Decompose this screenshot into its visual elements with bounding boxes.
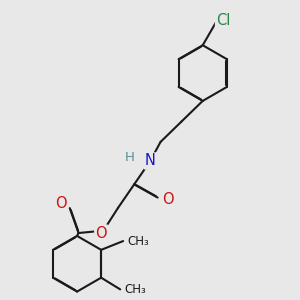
Text: O: O	[95, 226, 107, 241]
Text: H: H	[125, 151, 135, 164]
Text: Cl: Cl	[216, 13, 230, 28]
Text: O: O	[55, 196, 67, 211]
Text: O: O	[162, 191, 174, 206]
Text: CH₃: CH₃	[128, 235, 149, 248]
Text: CH₃: CH₃	[124, 283, 146, 296]
Text: N: N	[145, 153, 156, 168]
